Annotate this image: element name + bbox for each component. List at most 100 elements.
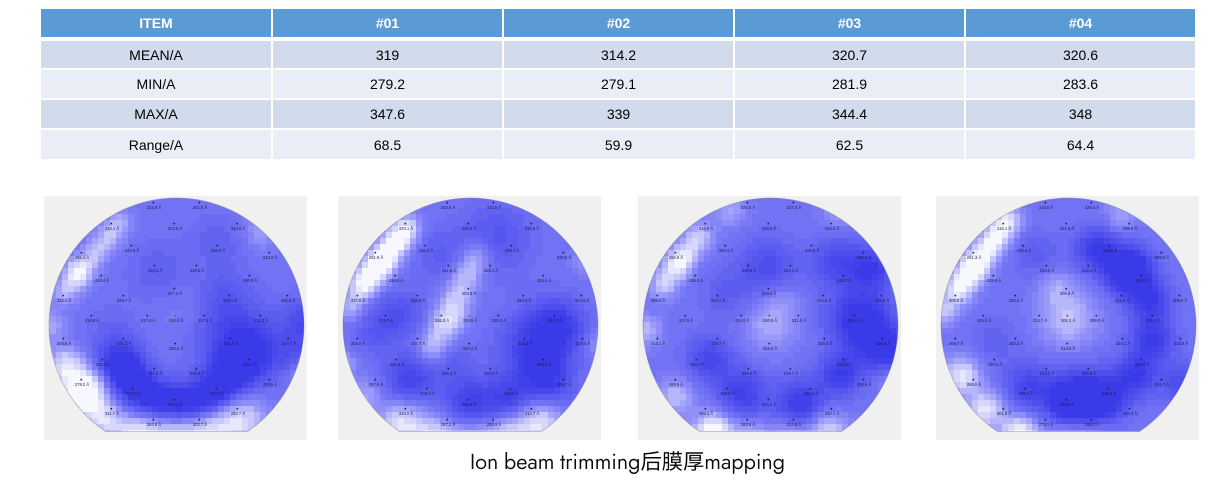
svg-text:312.7 Å: 312.7 Å [525,411,540,416]
svg-text:320.5 Å: 320.5 Å [557,255,572,260]
svg-text:320.3 Å: 320.3 Å [875,298,890,303]
svg-text:325.6 Å: 325.6 Å [805,248,820,253]
svg-text:320.2 Å: 320.2 Å [1009,298,1024,303]
svg-text:320.4 Å: 320.4 Å [492,318,507,323]
svg-text:316.9 Å: 316.9 Å [85,318,100,323]
svg-text:332.9 Å: 332.9 Å [487,205,502,210]
svg-text:316.1 Å: 316.1 Å [997,226,1012,231]
svg-text:334.2 Å: 334.2 Å [419,248,434,253]
svg-text:315.7 Å: 315.7 Å [379,318,394,323]
svg-text:325.4 Å: 325.4 Å [857,255,872,260]
svg-text:306.0 Å: 306.0 Å [1173,298,1188,303]
svg-text:309.0 Å: 309.0 Å [949,298,964,303]
svg-text:318.9 Å: 318.9 Å [1103,248,1118,253]
svg-text:342.2 Å: 342.2 Å [210,391,225,396]
svg-text:325.6 Å: 325.6 Å [190,268,205,273]
svg-text:332.4 Å: 332.4 Å [96,362,111,367]
svg-text:320.1 Å: 320.1 Å [399,226,414,231]
svg-text:330.9 Å: 330.9 Å [243,278,258,283]
svg-text:326.4 Å: 326.4 Å [95,278,110,283]
svg-text:336.3 Å: 336.3 Å [689,278,704,283]
svg-text:331.1 Å: 331.1 Å [117,341,132,346]
svg-text:328.2 Å: 328.2 Å [711,298,726,303]
svg-text:311.8 Å: 311.8 Å [442,268,456,273]
svg-text:324.1 Å: 324.1 Å [1116,341,1131,346]
svg-text:326.3 Å: 326.3 Å [442,371,457,376]
svg-text:306.8 Å: 306.8 Å [857,382,872,387]
svg-text:322.1 Å: 322.1 Å [148,371,163,376]
svg-text:314.6 Å: 314.6 Å [787,422,802,427]
svg-text:310.1 Å: 310.1 Å [825,411,840,416]
svg-text:317.3 Å: 317.3 Å [576,341,591,346]
svg-text:299.6 Å: 299.6 Å [1123,226,1138,231]
svg-text:335.6 Å: 335.6 Å [462,402,477,407]
svg-text:335.2 Å: 335.2 Å [411,298,426,303]
svg-text:312.1 Å: 312.1 Å [57,298,72,303]
svg-text:326.4 Å: 326.4 Å [719,248,734,253]
svg-text:328.3 Å: 328.3 Å [537,362,552,367]
svg-text:317.5 Å: 317.5 Å [198,318,213,323]
svg-text:319.3 Å: 319.3 Å [762,226,777,231]
svg-text:289.5 Å: 289.5 Å [669,382,684,387]
svg-text:321.2 Å: 321.2 Å [792,318,807,323]
svg-text:320.9 Å: 320.9 Å [190,371,205,376]
svg-text:316.6 Å: 316.6 Å [525,226,540,231]
svg-text:316.6 Å: 316.6 Å [1039,205,1054,210]
svg-text:326.0 Å: 326.0 Å [211,248,226,253]
svg-text:293.7 Å: 293.7 Å [231,411,246,416]
svg-text:298.2 Å: 298.2 Å [1085,422,1100,427]
svg-text:328.9 Å: 328.9 Å [462,226,477,231]
svg-text:320.8 Å: 320.8 Å [763,318,778,323]
svg-text:325.6 Å: 325.6 Å [742,371,757,376]
svg-text:340.2 Å: 340.2 Å [762,402,777,407]
svg-text:326.2 Å: 326.2 Å [518,341,533,346]
svg-text:283.6 Å: 283.6 Å [741,422,756,427]
svg-text:325.0 Å: 325.0 Å [390,362,405,367]
svg-text:328.7 Å: 328.7 Å [690,362,705,367]
svg-text:329.7 Å: 329.7 Å [711,341,726,346]
svg-text:331.5 Å: 331.5 Å [741,205,756,210]
svg-text:313.5 Å: 313.5 Å [1061,346,1076,351]
svg-text:326.8 Å: 326.8 Å [1082,371,1097,376]
svg-text:314.0 Å: 314.0 Å [735,318,750,323]
svg-text:336.2 Å: 336.2 Å [804,391,819,396]
svg-text:312.1 Å: 312.1 Å [825,226,840,231]
svg-text:336.6 Å: 336.6 Å [1018,391,1033,396]
svg-text:292.1 Å: 292.1 Å [699,411,714,416]
svg-text:333.0 Å: 333.0 Å [389,278,404,283]
svg-text:320.6 Å: 320.6 Å [169,346,184,351]
svg-text:281.9 Å: 281.9 Å [369,255,384,260]
svg-text:301.0 Å: 301.0 Å [193,205,208,210]
svg-text:317.0 Å: 317.0 Å [351,298,366,303]
svg-text:330.2 Å: 330.2 Å [988,362,1003,367]
svg-text:313.1 Å: 313.1 Å [223,298,238,303]
svg-text:323.6 Å: 323.6 Å [168,226,183,231]
svg-text:316.2 Å: 316.2 Å [169,318,184,323]
svg-text:310.9 Å: 310.9 Å [1040,268,1055,273]
svg-text:327.4 Å: 327.4 Å [463,346,478,351]
svg-text:323.5 Å: 323.5 Å [125,248,140,253]
svg-text:330.2 Å: 330.2 Å [1009,341,1024,346]
svg-text:306.3 Å: 306.3 Å [1061,318,1076,323]
svg-text:316.4 Å: 316.4 Å [784,268,799,273]
svg-text:310.6 Å: 310.6 Å [1174,341,1189,346]
svg-text:305.2 Å: 305.2 Å [977,318,992,323]
svg-text:314.0 Å: 314.0 Å [231,226,246,231]
svg-text:279.1 Å: 279.1 Å [1039,422,1054,427]
svg-text:339.6 Å: 339.6 Å [1060,402,1075,407]
svg-text:313.2 Å: 313.2 Å [263,255,278,260]
svg-text:288.8 Å: 288.8 Å [669,255,684,260]
svg-text:348.0 Å: 348.0 Å [720,391,735,396]
svg-text:328.7 Å: 328.7 Å [117,298,132,303]
svg-text:317.7 Å: 317.7 Å [282,341,297,346]
svg-text:287.2 Å: 287.2 Å [441,422,456,427]
svg-text:336.3 Å: 336.3 Å [168,402,183,407]
svg-text:315.6 Å: 315.6 Å [817,298,832,303]
svg-text:327.2 Å: 327.2 Å [168,291,183,296]
svg-text:325.3 Å: 325.3 Å [818,341,833,346]
svg-text:316.8 Å: 316.8 Å [742,268,757,273]
svg-text:304.0 Å: 304.0 Å [351,341,366,346]
svg-text:308.2 Å: 308.2 Å [1155,255,1170,260]
svg-text:279.2 Å: 279.2 Å [75,382,90,387]
svg-text:333.1 Å: 333.1 Å [537,278,552,283]
